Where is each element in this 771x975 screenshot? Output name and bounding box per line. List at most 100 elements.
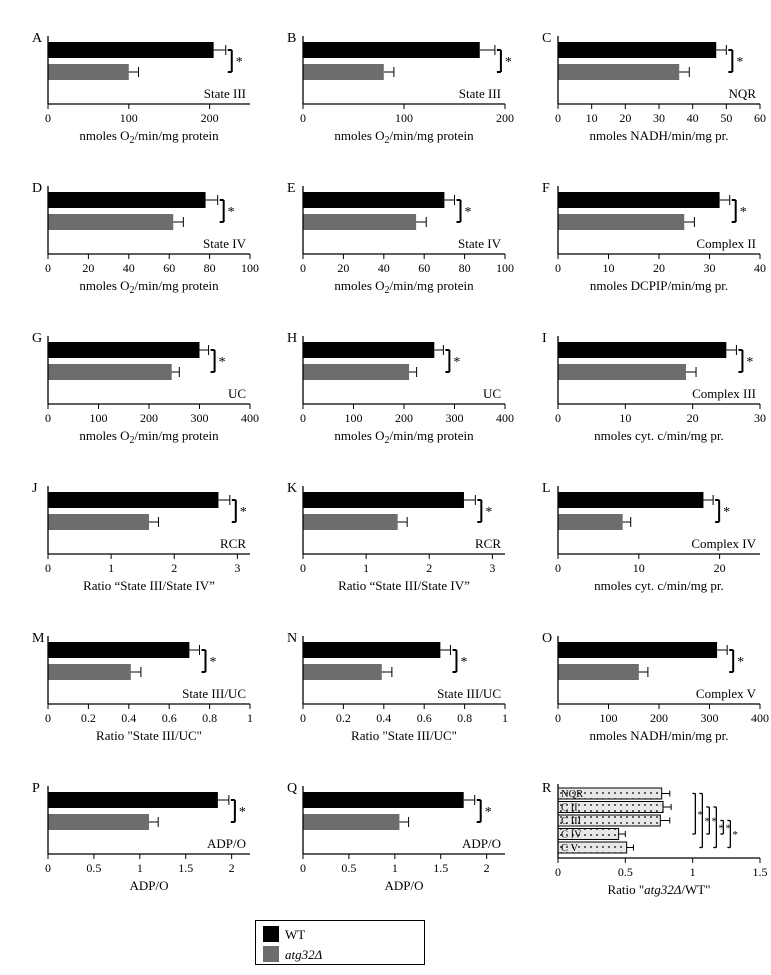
bar-wt xyxy=(303,42,480,58)
panel-letter: D xyxy=(32,181,42,196)
sig-marker: * xyxy=(736,55,743,70)
sig-marker: * xyxy=(236,55,243,70)
tick-label: 0 xyxy=(300,561,306,575)
bar-mut xyxy=(558,64,679,80)
panel-letter: J xyxy=(32,481,38,496)
legend: WTatg32Δ xyxy=(255,920,425,970)
x-label: nmoles O2/min/mg protein xyxy=(334,128,474,146)
tick-label: 100 xyxy=(600,711,618,725)
tick-label: 30 xyxy=(754,411,766,425)
panel-H: H*UC0100200300400nmoles O2/min/mg protei… xyxy=(285,328,515,468)
bar-mut xyxy=(48,814,149,830)
panel-letter: H xyxy=(287,331,297,346)
tick-label: 200 xyxy=(395,411,413,425)
tick-label: 100 xyxy=(90,411,108,425)
tick-label: 0.5 xyxy=(618,865,633,879)
ratio-bar-label: C III xyxy=(561,816,582,827)
panel-letter: P xyxy=(32,781,40,796)
panel-G: G*UC0100200300400nmoles O2/min/mg protei… xyxy=(30,328,260,468)
panel-tag: UC xyxy=(483,386,501,401)
panel-letter: N xyxy=(287,631,297,646)
tick-label: 60 xyxy=(163,261,175,275)
tick-label: 80 xyxy=(204,261,216,275)
sig-marker: * xyxy=(746,355,753,370)
panel-tag: ADP/O xyxy=(462,836,501,851)
tick-label: 0 xyxy=(45,711,51,725)
tick-label: 60 xyxy=(754,111,766,125)
bar-mut xyxy=(48,64,129,80)
panel-tag: State IV xyxy=(203,236,247,251)
bar-wt xyxy=(558,492,703,508)
tick-label: 300 xyxy=(701,711,719,725)
tick-label: 100 xyxy=(395,111,413,125)
sig-marker: * xyxy=(228,205,235,220)
sig-marker: * xyxy=(723,505,730,520)
sig-marker: * xyxy=(460,655,467,670)
tick-label: 2 xyxy=(171,561,177,575)
tick-label: 2 xyxy=(229,861,235,875)
x-label: nmoles O2/min/mg protein xyxy=(79,428,219,446)
legend-swatch-wt xyxy=(263,926,279,942)
tick-label: 0 xyxy=(45,561,51,575)
x-label: ADP/O xyxy=(384,878,423,893)
tick-label: 400 xyxy=(241,411,259,425)
tick-label: 0 xyxy=(555,411,561,425)
sig-marker: * xyxy=(210,655,217,670)
tick-label: 80 xyxy=(459,261,471,275)
tick-label: 200 xyxy=(496,111,514,125)
tick-label: 0.8 xyxy=(457,711,472,725)
bar-wt xyxy=(558,642,717,658)
x-label: ADP/O xyxy=(129,878,168,893)
tick-label: 1 xyxy=(247,711,253,725)
tick-label: 100 xyxy=(120,111,138,125)
bar-wt xyxy=(48,342,200,358)
tick-label: 200 xyxy=(201,111,219,125)
tick-label: 0 xyxy=(300,711,306,725)
panel-O: O*Complex V0100200300400nmoles NADH/min/… xyxy=(540,628,770,768)
tick-label: 10 xyxy=(619,411,631,425)
bar-wt xyxy=(303,342,434,358)
tick-label: 20 xyxy=(714,561,726,575)
tick-label: 0 xyxy=(300,261,306,275)
bar-mut xyxy=(558,514,623,530)
legend-label-mut: atg32Δ xyxy=(285,947,323,962)
bar-wt xyxy=(48,42,214,58)
panel-letter: A xyxy=(32,31,43,46)
panel-F: F*Complex II010203040nmoles DCPIP/min/mg… xyxy=(540,178,770,318)
tick-label: 0 xyxy=(45,861,51,875)
bar-wt xyxy=(48,792,218,808)
tick-label: 1.5 xyxy=(753,865,768,879)
sig-marker: * xyxy=(453,355,460,370)
tick-label: 30 xyxy=(704,261,716,275)
ratio-bar-label: C IV xyxy=(561,830,582,841)
tick-label: 200 xyxy=(140,411,158,425)
tick-label: 1 xyxy=(363,561,369,575)
tick-label: 0 xyxy=(300,111,306,125)
tick-label: 20 xyxy=(687,411,699,425)
sig-marker: * xyxy=(239,805,246,820)
panel-letter: I xyxy=(542,331,547,346)
sig-marker: * xyxy=(485,505,492,520)
tick-label: 0.5 xyxy=(341,861,356,875)
panel-letter: K xyxy=(287,481,297,496)
x-label: nmoles O2/min/mg protein xyxy=(79,278,219,296)
figure-root: A*State III0100200nmoles O2/min/mg prote… xyxy=(0,0,771,975)
panel-A: A*State III0100200nmoles O2/min/mg prote… xyxy=(30,28,260,168)
x-label: Ratio "State III/UC" xyxy=(351,728,457,743)
panel-R: RNQRC IIC IIIC IVC V******00.511.5Ratio … xyxy=(540,778,770,918)
bar-mut xyxy=(303,214,416,230)
panel-letter: O xyxy=(542,631,552,646)
panel-tag: Complex IV xyxy=(691,536,756,551)
bar-wt xyxy=(558,342,726,358)
bar-wt xyxy=(48,492,218,508)
panel-tag: UC xyxy=(228,386,246,401)
tick-label: 20 xyxy=(619,111,631,125)
panel-tag: Complex V xyxy=(696,686,757,701)
tick-label: 0 xyxy=(300,411,306,425)
sig-marker: * xyxy=(219,355,226,370)
x-label: nmoles cyt. c/min/mg pr. xyxy=(594,428,724,443)
tick-label: 40 xyxy=(123,261,135,275)
panel-C: C*NQR0102030405060nmoles NADH/min/mg pr. xyxy=(540,28,770,168)
ratio-bar-label: C II xyxy=(561,803,578,814)
tick-label: 0 xyxy=(555,711,561,725)
